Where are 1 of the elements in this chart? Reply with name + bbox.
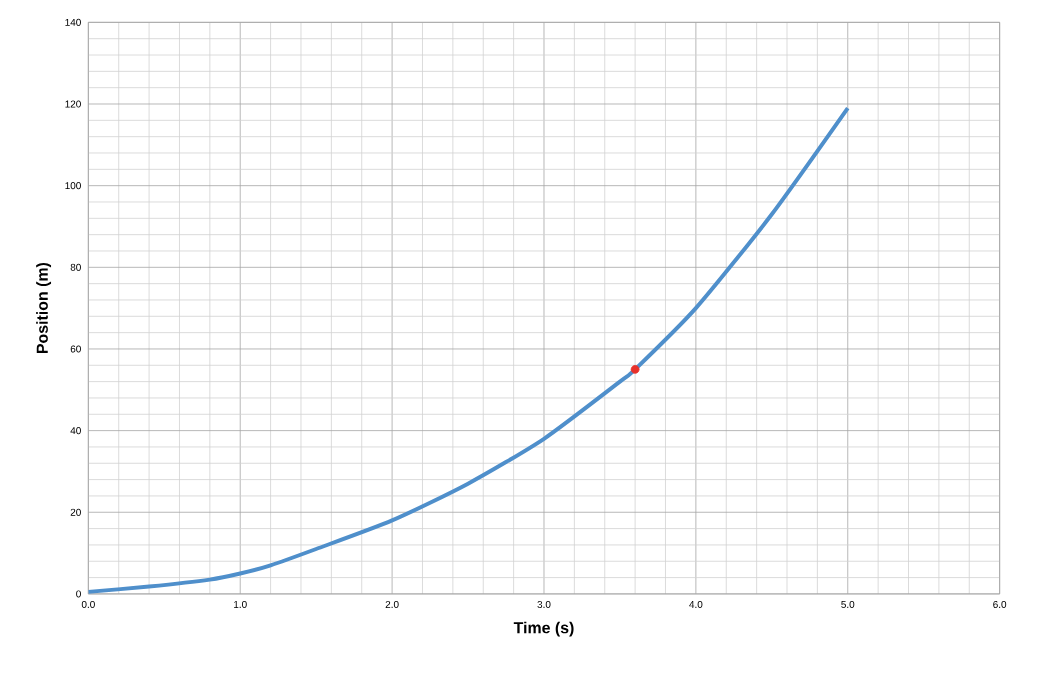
line-series — [88, 105, 850, 594]
